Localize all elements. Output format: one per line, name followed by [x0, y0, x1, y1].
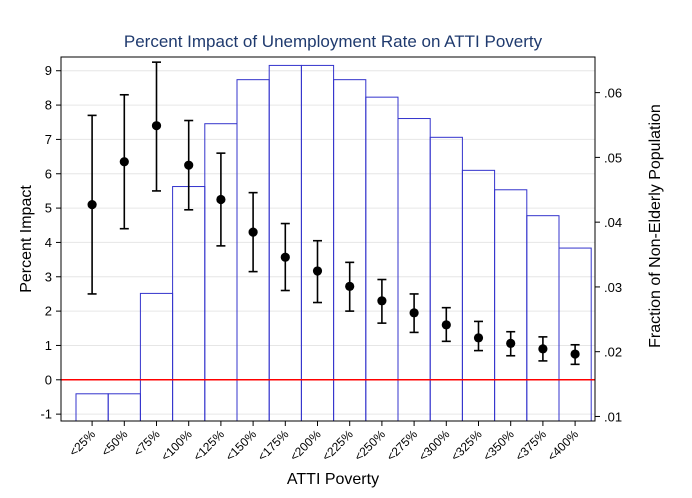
impact-point [280, 252, 290, 262]
impact-point [248, 227, 258, 237]
impact-point [151, 121, 162, 131]
impact-point [409, 308, 419, 318]
right-tick-label: .06 [604, 86, 622, 101]
x-axis-title: ATTI Poverty [287, 471, 379, 488]
impact-point [216, 194, 226, 205]
right-tick-label: .02 [604, 345, 622, 360]
chart-title: Percent Impact of Unemployment Rate on A… [124, 32, 543, 51]
left-tick-label: 3 [45, 269, 52, 284]
impact-point [184, 160, 194, 170]
right-tick-label: .04 [604, 215, 622, 230]
left-tick-label: 2 [45, 304, 52, 319]
impact-point [345, 281, 355, 291]
impact-point [377, 296, 387, 306]
left-tick-label: 8 [45, 98, 52, 113]
plot-frame [60, 56, 596, 422]
right-axis: .01 .02 .03 .04 .05 .06 [595, 86, 622, 424]
right-tick-label: .01 [604, 409, 622, 424]
left-tick-label: -1 [40, 407, 52, 422]
impact-points [87, 61, 580, 366]
right-tick-label: .03 [604, 280, 622, 295]
impact-point [538, 344, 548, 354]
impact-point [441, 320, 451, 330]
left-tick-label: 5 [45, 201, 52, 216]
impact-point [570, 349, 580, 359]
impact-point [473, 333, 484, 343]
impact-point [119, 157, 129, 167]
impact-point [506, 338, 516, 348]
left-tick-label: 6 [45, 166, 52, 181]
left-tick-label: 0 [45, 372, 52, 387]
left-axis: -1 0 1 2 3 4 5 6 7 8 9 [40, 63, 61, 422]
right-axis-title: Fraction of Non-Elderly Population [647, 104, 664, 348]
left-axis-title: Percent Impact [18, 185, 35, 293]
left-tick-label: 7 [45, 132, 52, 147]
right-tick-label: .05 [604, 150, 622, 165]
impact-point [312, 266, 323, 276]
impact-point [87, 200, 97, 210]
left-tick-label: 4 [45, 235, 52, 250]
left-tick-label: 9 [45, 63, 52, 78]
left-tick-label: 1 [45, 338, 52, 353]
